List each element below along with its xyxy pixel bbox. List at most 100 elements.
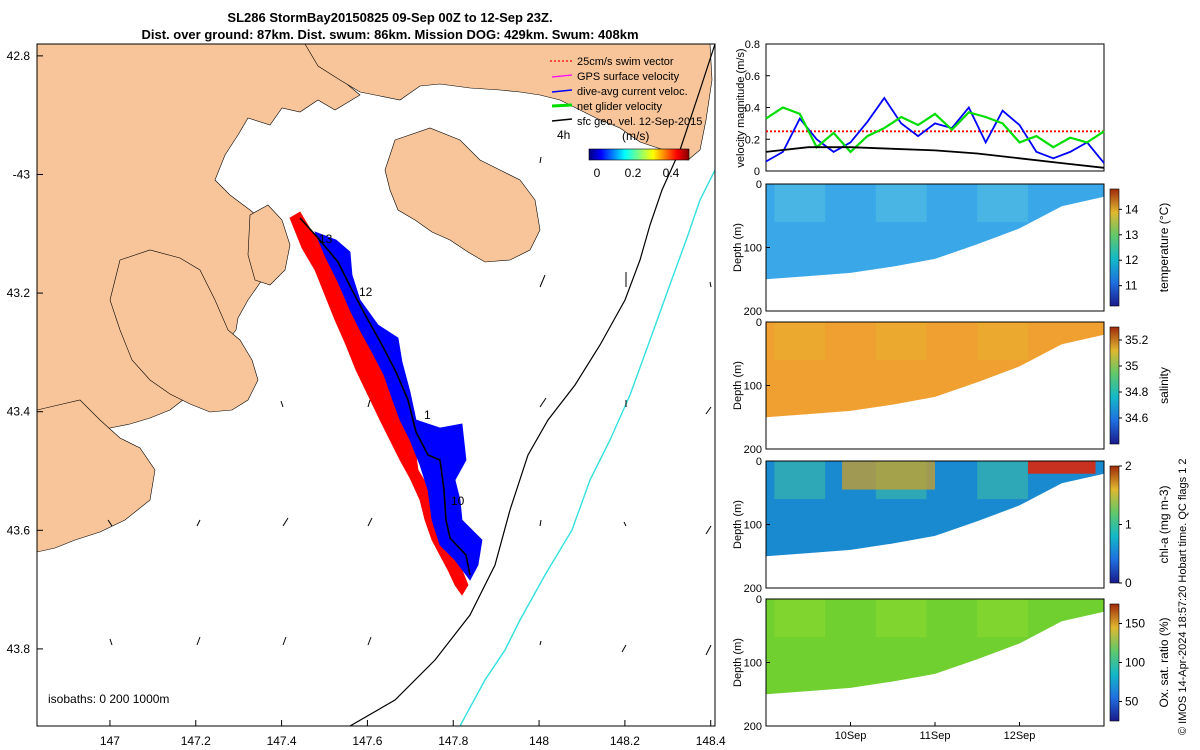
track-label-1: 1 <box>424 408 431 422</box>
map-colorbar-unit: (m/s) <box>622 129 649 143</box>
velocity-ytick-label: 0 <box>754 166 760 178</box>
map-xtick-label: 148.4 <box>696 734 726 748</box>
section-shade-band <box>977 461 1028 500</box>
track-label-13: 13 <box>319 232 333 246</box>
legend-net: net glider velocity <box>577 101 662 113</box>
map-xtick-label: 148.2 <box>610 734 640 748</box>
section-colorbar-label: 12 <box>1125 253 1139 267</box>
section-ylabel: Depth (m) <box>732 223 744 272</box>
legend-dive: dive-avg current veloc. <box>577 86 688 98</box>
section-colorbar-label: 34.6 <box>1125 411 1149 425</box>
section-ytick-label: 0 <box>756 317 762 329</box>
track-line <box>299 217 471 576</box>
section-xtick-label: 11Sep <box>920 730 951 742</box>
land-peninsula-north <box>304 44 713 161</box>
section-shade-band <box>875 322 927 361</box>
isobath-1000m <box>459 169 715 726</box>
velocity-series <box>765 96 1105 169</box>
section-shade-band <box>774 184 826 223</box>
section-colorbar <box>1109 603 1120 722</box>
velocity-ytick-label: 0.2 <box>745 134 760 146</box>
map-xtick-label: 148 <box>529 734 549 748</box>
section-ytick-label: 100 <box>744 381 762 393</box>
section-colorbar-label: 100 <box>1125 656 1145 670</box>
map-ytick-label: 43.4 <box>7 405 31 419</box>
map-frame <box>36 43 716 727</box>
section-colorbar <box>1109 188 1120 307</box>
map-ytick-label: 43.2 <box>7 286 31 300</box>
section-ytick-label: 100 <box>744 658 762 670</box>
section-xtick-label: 10Sep <box>835 730 867 742</box>
legend-sfc-icon <box>551 118 573 122</box>
legend-gps-icon <box>551 74 573 78</box>
land-inner-isle <box>247 204 291 286</box>
section-shade-band <box>875 599 927 638</box>
section-ytick-label: 200 <box>744 306 762 318</box>
map-xtick-label: 147 <box>100 734 120 748</box>
map-xtick-label: 147.4 <box>267 734 297 748</box>
legend-dive-icon <box>551 89 573 93</box>
section-ytick-label: 200 <box>744 444 762 456</box>
map-xtick-label: 147.6 <box>352 734 382 748</box>
map-legend: 25cm/s swim vector GPS surface velocity … <box>550 56 702 180</box>
map-xtick-label: 147.8 <box>438 734 468 748</box>
map-ytick-label: 43.8 <box>7 642 31 656</box>
section-shade-band <box>774 322 826 361</box>
section-colorbar-label: 35.2 <box>1125 333 1149 347</box>
section-shade-band <box>774 461 826 500</box>
track-current-blue <box>314 231 483 581</box>
map-colorbar <box>588 148 690 161</box>
section-shade-band <box>977 599 1028 638</box>
map-xtick-label: 147.2 <box>181 734 211 748</box>
section-colorbar-title: temperature (°C) <box>1157 203 1171 293</box>
map-panel: 13 12 1 10 <box>7 43 726 748</box>
section-colorbar <box>1109 326 1120 445</box>
section-salinity: 0 100 200 Depth (m) 34.6 34.8 35 35.2 salinity <box>732 317 1171 456</box>
section-chl-a: 0 100 200 Depth (m) 0 1 2 chl-a (mg m-3) <box>732 456 1171 595</box>
figure-title-line2: Dist. over ground: 87km. Dist. swum: 86k… <box>141 27 638 42</box>
map-colorbar-tick-0: 0 <box>594 166 601 180</box>
isobaths-label: isobaths: 0 200 1000m <box>48 692 169 706</box>
section-colorbar <box>1109 465 1120 584</box>
credit-label: © IMOS 14-Apr-2024 18:57:20 Hobart time.… <box>1177 458 1189 735</box>
section-colorbar-label: 14 <box>1125 202 1139 216</box>
velocity-series-line <box>765 146 1105 169</box>
section-temperature: 0 100 200 Depth (m) 11 12 13 14 temperature (°C) <box>732 179 1171 318</box>
section-colorbar-label: 150 <box>1125 617 1145 631</box>
section-colorbar-title: Ox. sat. ratio (%) <box>1157 617 1171 707</box>
legend-swim: 25cm/s swim vector <box>577 56 674 68</box>
section-ytick-label: 200 <box>744 721 762 733</box>
map-colorbar-tick-2: 0.4 <box>663 166 680 180</box>
velocity-ylabel: velocity magnitude (m/s) <box>735 48 747 167</box>
section-colorbar-label: 13 <box>1125 228 1139 242</box>
velocity-yticks: 0 0.2 0.4 0.6 0.8 <box>745 39 770 178</box>
section-chl-surface <box>1027 461 1096 474</box>
section-colorbar-label: 34.8 <box>1125 385 1149 399</box>
section-colorbar-label: 2 <box>1125 459 1132 473</box>
velocity-series-line <box>765 106 1105 154</box>
velocity-ytick-label: 0.6 <box>745 71 760 83</box>
section-colorbar-label: 1 <box>1125 518 1132 532</box>
section-shade-band <box>977 322 1028 361</box>
legend-gps: GPS surface velocity <box>577 71 680 83</box>
track-label-12: 12 <box>359 285 373 299</box>
section-oxygen-saturation: 0 100 200 Depth (m) 50 100 150 Ox. sat. ratio (… <box>732 594 1171 742</box>
land-tasman-peninsula <box>109 249 259 413</box>
track-label-10: 10 <box>451 494 465 508</box>
section-ytick-label: 200 <box>744 583 762 595</box>
velocity-ytick-label: 0.8 <box>745 39 760 51</box>
legend-sfc: sfc geo. vel. 12-Sep-2015 <box>577 116 702 128</box>
sfc-geo-arrows <box>107 156 712 656</box>
land-forestier <box>384 127 541 263</box>
section-colorbar-label: 35 <box>1125 359 1139 373</box>
section-shade-band <box>774 599 826 638</box>
legend-net-icon <box>551 103 573 108</box>
section-shade-band <box>977 184 1028 223</box>
section-ylabel: Depth (m) <box>732 500 744 549</box>
velocity-frame <box>765 43 1105 172</box>
velocity-ytick-label: 0.4 <box>745 103 760 115</box>
section-colorbar-label: 11 <box>1125 279 1138 293</box>
section-ytick-label: 100 <box>744 520 762 532</box>
map-axes: 147 147.2 147.4 147.6 147.8 148 148.2 148.4 42.8… <box>7 49 726 748</box>
